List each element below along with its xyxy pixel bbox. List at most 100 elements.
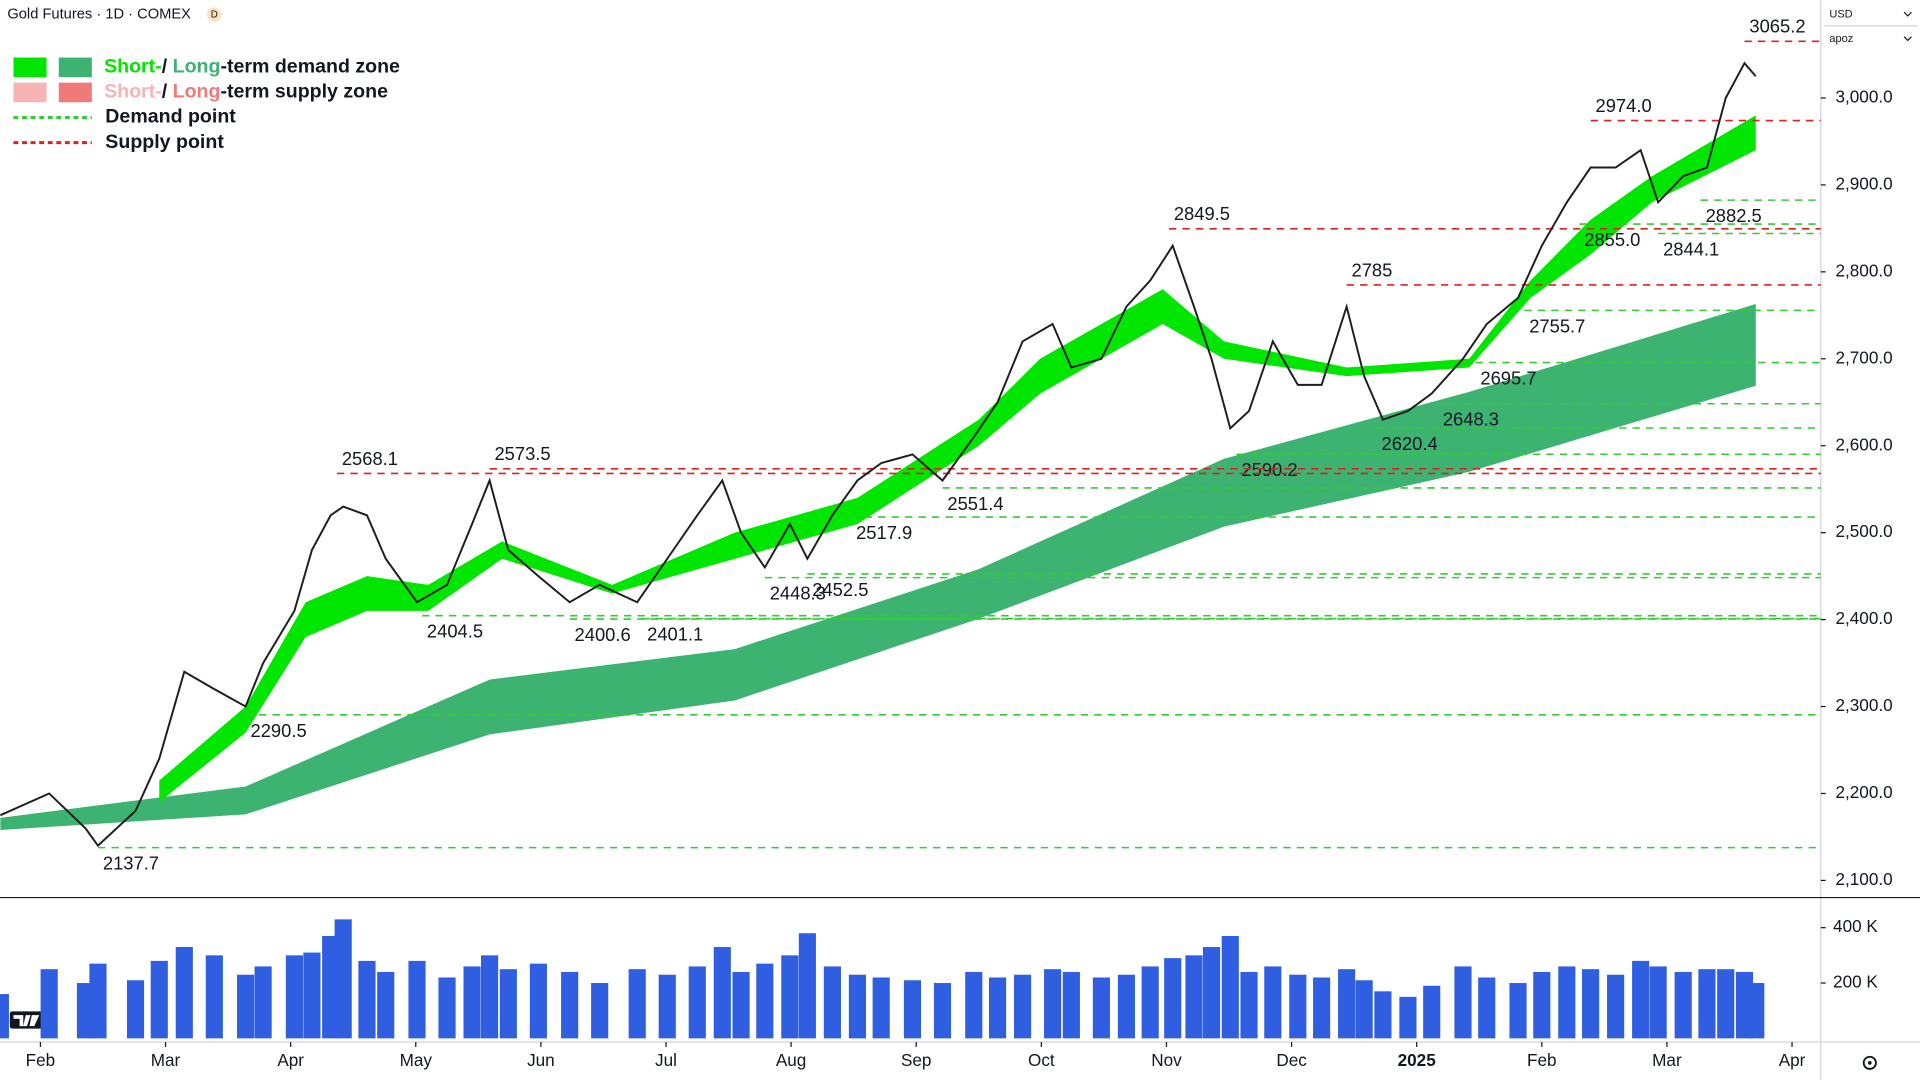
price-line: [0, 61, 1757, 848]
legend-part: Short-: [104, 81, 162, 103]
y-tick-label: 2,600.0: [1836, 434, 1893, 454]
tv-logo[interactable]: [9, 1011, 43, 1029]
x-tick-label: Nov: [1151, 1050, 1182, 1070]
settings-icon[interactable]: [1862, 1055, 1877, 1070]
symbol-title[interactable]: Gold Futures · 1D · COMEX: [7, 7, 191, 23]
volume-bar: [1607, 974, 1625, 1039]
volume-bar: [0, 994, 9, 1039]
volume-bar: [358, 960, 376, 1039]
y-tick-label: 2,200.0: [1836, 782, 1893, 802]
volume-bar: [1717, 969, 1735, 1039]
volume-bar: [933, 983, 952, 1039]
x-tick-label: Aug: [776, 1050, 806, 1070]
volume-bar: [285, 955, 303, 1039]
x-tick-label: Sep: [901, 1050, 931, 1070]
volume-bar: [1062, 971, 1080, 1039]
legend-part: Long: [173, 56, 221, 78]
x-tick-label: Feb: [26, 1050, 56, 1070]
volume-bar: [1632, 960, 1650, 1039]
x-tick-label: Mar: [1652, 1050, 1682, 1070]
gear-center: [1867, 1061, 1872, 1065]
volume-bar: [1014, 974, 1032, 1039]
level-label: 2400.6: [575, 624, 631, 645]
y-tick-label: 200 K: [1833, 972, 1878, 992]
volume-bar: [1374, 991, 1392, 1039]
volume-bar: [1313, 977, 1331, 1039]
dropdown-icon[interactable]: [1903, 36, 1912, 42]
level-label: 2882.5: [1706, 205, 1762, 226]
legend-label: Short-/ Long-term demand zone: [104, 56, 400, 78]
mode[interactable]: apoz: [1829, 33, 1853, 45]
volume-bar: [756, 963, 774, 1039]
volume-bar: [561, 971, 579, 1039]
level-label: 2648.3: [1443, 409, 1499, 430]
volume-bar: [1698, 969, 1716, 1039]
dropdown-icon[interactable]: [1903, 11, 1912, 17]
volume-bar: [175, 947, 193, 1039]
level-label: 2785: [1352, 259, 1393, 280]
volume-bar: [848, 974, 866, 1039]
volume-bar: [1202, 947, 1221, 1039]
level-label: 2974.0: [1596, 95, 1652, 116]
long-zone: [0, 304, 1756, 830]
y-tick-label: 2,700.0: [1836, 347, 1893, 367]
volume-bar: [1289, 974, 1307, 1039]
volume-bar: [40, 969, 58, 1039]
volume-bar: [628, 969, 646, 1039]
volume-bar: [1423, 985, 1441, 1039]
level-label: 2755.7: [1529, 315, 1585, 336]
volume-bar: [732, 971, 750, 1039]
legend-swatch: [58, 82, 92, 103]
y-tick-label: 2,800.0: [1836, 260, 1893, 280]
volume-bar: [591, 983, 609, 1039]
legend-swatch: [58, 57, 92, 78]
x-tick-label: Apr: [277, 1050, 304, 1070]
legend-label: Demand point: [105, 106, 236, 128]
legend-part: -term demand zone: [220, 56, 400, 78]
x-tick-label: 2025: [1398, 1050, 1437, 1070]
volume-bar: [798, 933, 816, 1039]
y-tick-label: 2,400.0: [1836, 608, 1893, 628]
level-label: 2849.5: [1174, 203, 1230, 224]
x-tick-label: Dec: [1276, 1050, 1307, 1070]
volume-bar: [872, 977, 890, 1039]
y-tick-label: 2,500.0: [1836, 521, 1893, 541]
level-label: 2404.5: [427, 621, 483, 642]
y-tick-label: 3,000.0: [1836, 87, 1893, 107]
currency[interactable]: USD: [1829, 9, 1852, 21]
gear: [1862, 1055, 1877, 1070]
volume-bar: [903, 980, 922, 1039]
level-label: 2137.7: [103, 853, 159, 874]
level-label: 2568.1: [342, 448, 398, 469]
volume-bar: [1221, 935, 1239, 1039]
x-tick-label: Mar: [151, 1050, 181, 1070]
level-label: 2620.4: [1382, 433, 1438, 454]
level-label: 2590.2: [1241, 459, 1297, 480]
volume-bar: [658, 974, 676, 1039]
level-label: 2452.5: [812, 579, 868, 600]
level-label: 2448.3: [770, 583, 826, 604]
volume-bar: [303, 952, 321, 1039]
volume-bar: [254, 966, 272, 1039]
volume-bar: [1141, 966, 1159, 1039]
volume-bar: [481, 955, 499, 1039]
legend-swatch: [13, 57, 47, 78]
level-label: 2517.9: [856, 522, 912, 543]
level-label: 2573.5: [494, 443, 550, 464]
legend-part: Long: [173, 81, 221, 103]
volume-bar: [1747, 983, 1765, 1039]
volume-bar: [965, 971, 983, 1039]
volume-bar: [529, 963, 547, 1039]
volume-bar: [1558, 966, 1576, 1039]
volume-bar: [150, 960, 168, 1039]
volume-bar: [408, 960, 426, 1039]
level-label: 2551.4: [947, 493, 1003, 514]
level-label: 2844.1: [1663, 239, 1719, 260]
volume-bar: [1240, 971, 1258, 1039]
volume-bar: [823, 966, 841, 1039]
volume-bar: [1092, 977, 1110, 1039]
volume-bar: [377, 971, 395, 1039]
legend-label: Short-/ Long-term supply zone: [104, 81, 388, 103]
volume-bar: [499, 969, 517, 1039]
